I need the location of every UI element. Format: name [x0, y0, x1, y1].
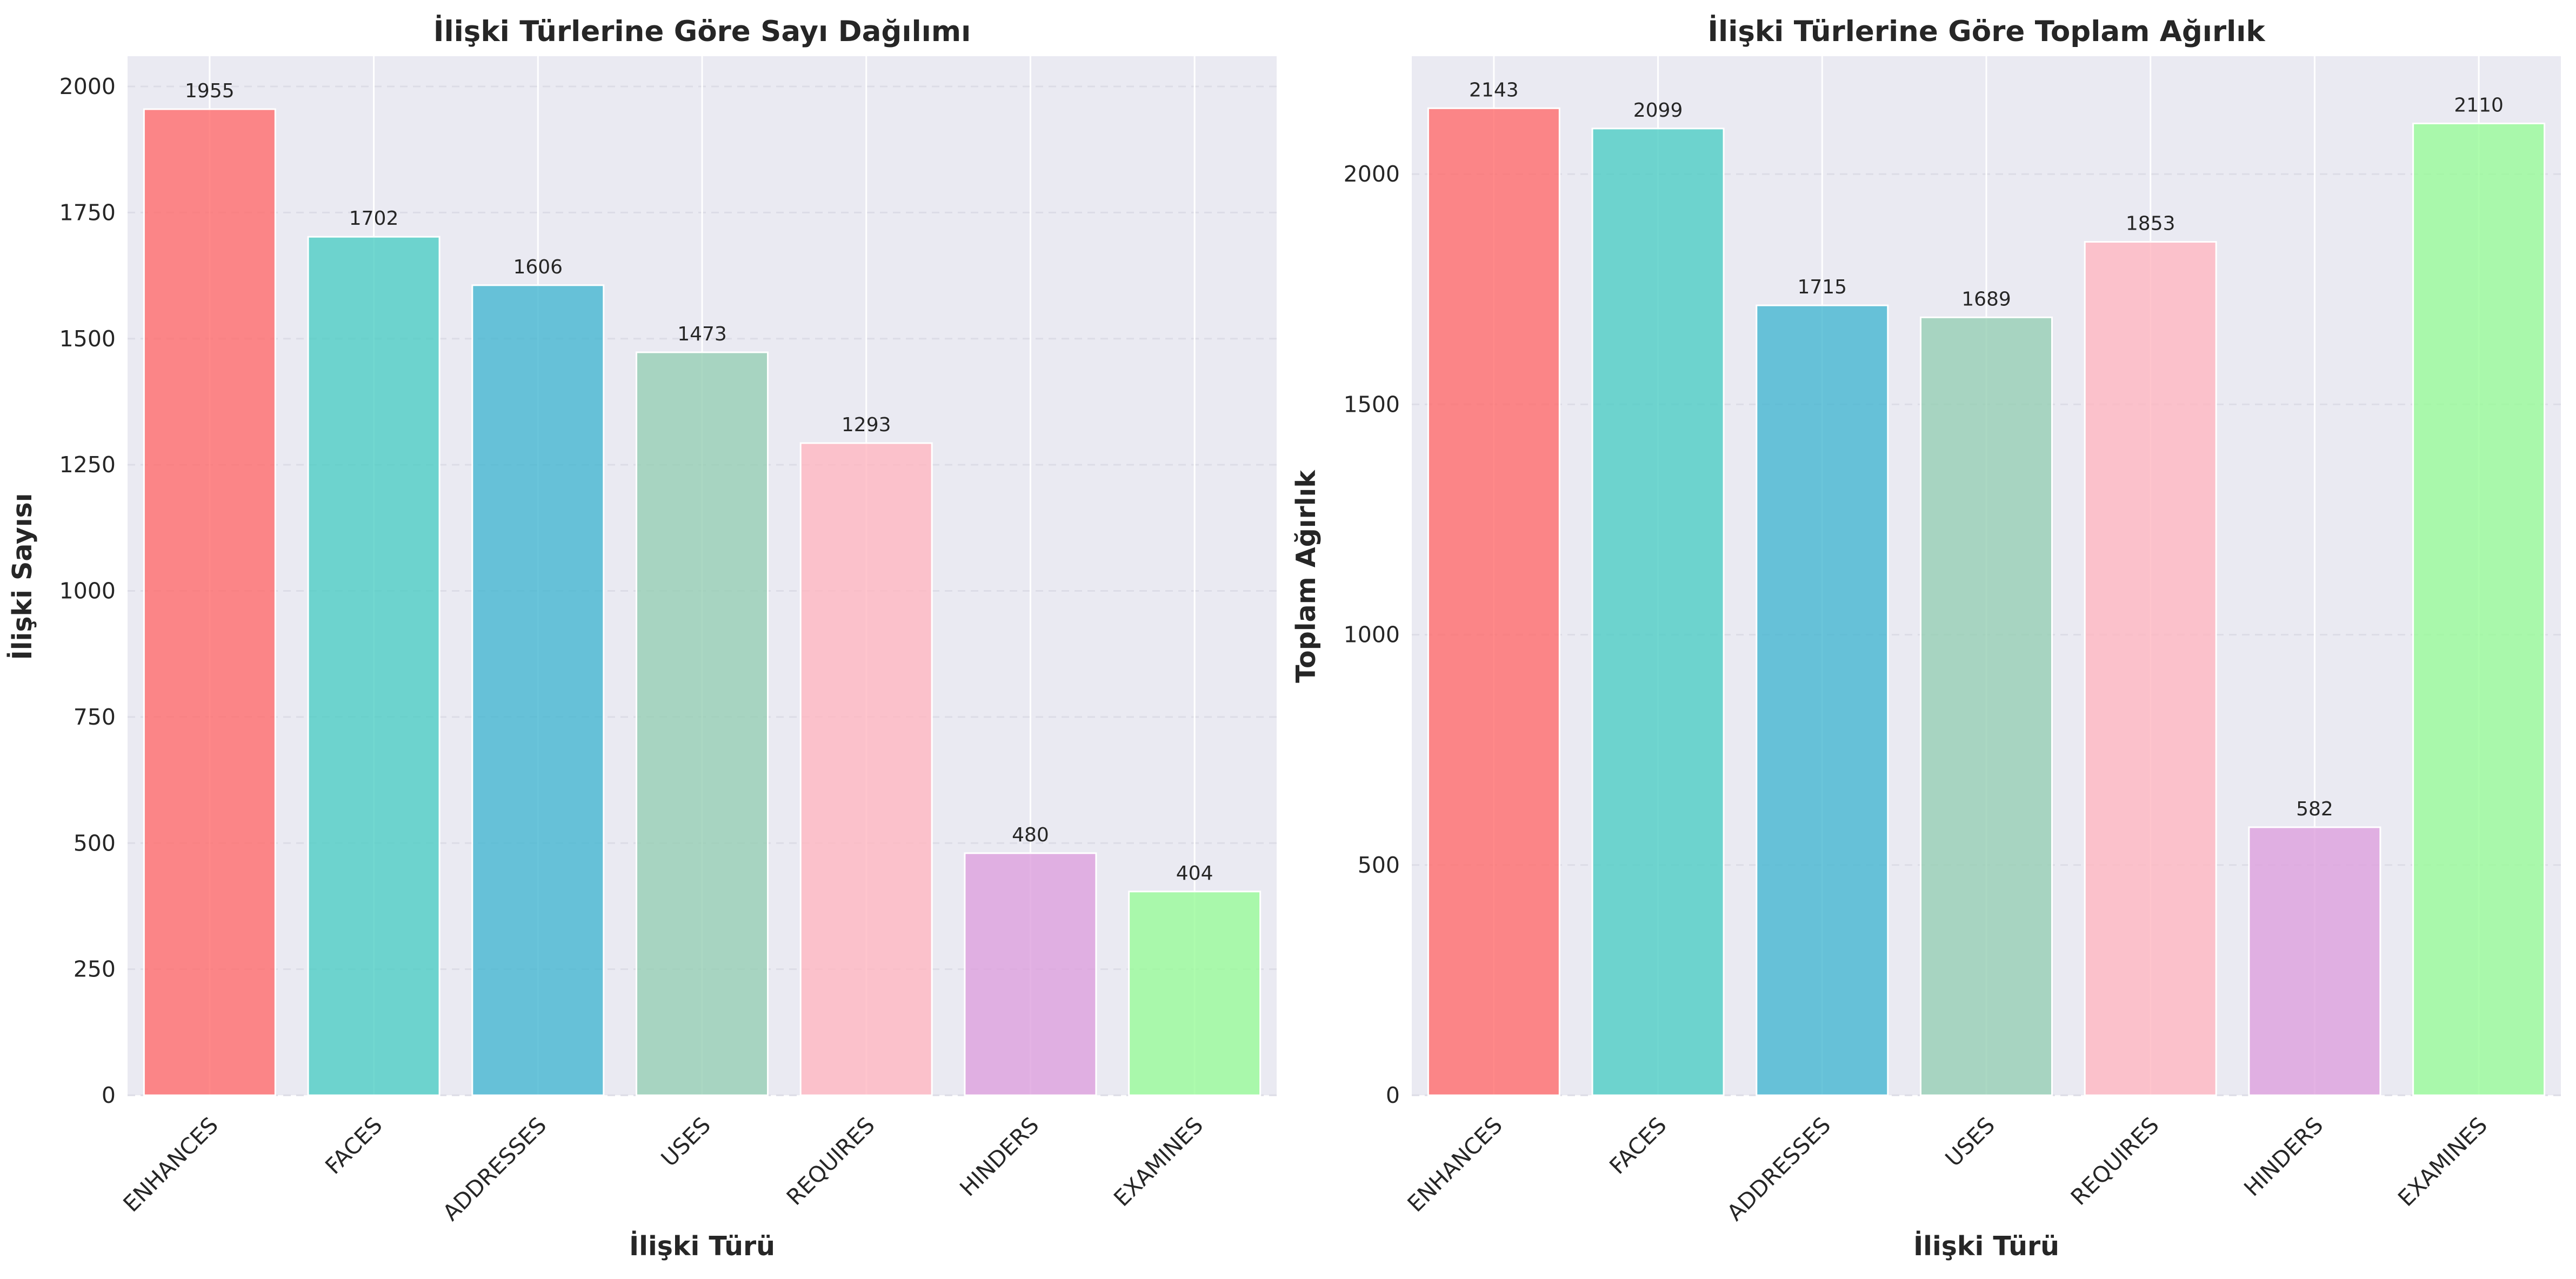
data-label: 2110	[2454, 94, 2504, 116]
bar-faces	[307, 236, 441, 1096]
data-label: 404	[1176, 862, 1213, 885]
y-tick-label: 2000	[59, 73, 116, 99]
data-label: 1606	[513, 256, 563, 278]
bar-requires	[2084, 241, 2217, 1096]
bar-examines	[2412, 122, 2546, 1096]
data-label: 1955	[185, 80, 235, 102]
bar-hinders	[2248, 826, 2381, 1096]
bar-uses	[1920, 316, 2053, 1096]
y-tick-label: 0	[1386, 1082, 1400, 1108]
y-tick-label: 250	[74, 956, 116, 982]
y-tick-label: 1000	[1344, 622, 1400, 648]
bar-faces	[1591, 128, 1725, 1096]
y-tick-label: 1500	[1344, 391, 1400, 417]
bar-hinders	[964, 852, 1097, 1096]
data-label: 2143	[1469, 79, 1519, 101]
chart-panel-2: 05001000150020002143ENHANCES2099FACES171…	[1291, 14, 2561, 1262]
y-tick-label: 1000	[59, 578, 116, 604]
y-tick-label: 1750	[59, 199, 116, 225]
bar-requires	[799, 442, 933, 1096]
bar-enhances	[143, 108, 276, 1096]
y-tick-label: 500	[1358, 852, 1400, 878]
chart-title: İlişki Türlerine Göre Sayı Dağılımı	[433, 14, 971, 48]
y-axis-label: İlişki Sayısı	[6, 493, 38, 660]
x-axis-label: İlişki Türü	[1913, 1230, 2059, 1262]
data-label: 1689	[1961, 288, 2011, 310]
bar-addresses	[471, 284, 605, 1096]
bar-enhances	[1427, 107, 1560, 1096]
data-label: 1853	[2126, 213, 2175, 235]
data-label: 1715	[1797, 276, 1847, 298]
bar-uses	[636, 351, 769, 1096]
y-tick-label: 2000	[1344, 161, 1400, 187]
y-axis-label: Toplam Ağırlık	[1291, 470, 1322, 683]
x-axis-label: İlişki Türü	[629, 1230, 775, 1262]
bar-addresses	[1756, 304, 1889, 1096]
y-tick-label: 500	[74, 830, 116, 856]
data-label: 2099	[1633, 99, 1683, 122]
y-tick-label: 0	[102, 1082, 116, 1108]
bar-examines	[1128, 890, 1262, 1096]
data-label: 582	[2296, 798, 2333, 820]
data-label: 480	[1012, 824, 1049, 846]
data-label: 1702	[349, 207, 399, 230]
data-label: 1293	[842, 414, 891, 436]
data-label: 1473	[677, 323, 727, 345]
y-tick-label: 1500	[59, 326, 116, 352]
chart-title: İlişki Türlerine Göre Toplam Ağırlık	[1707, 14, 2266, 48]
y-tick-label: 750	[74, 704, 116, 730]
y-tick-label: 1250	[59, 452, 116, 478]
